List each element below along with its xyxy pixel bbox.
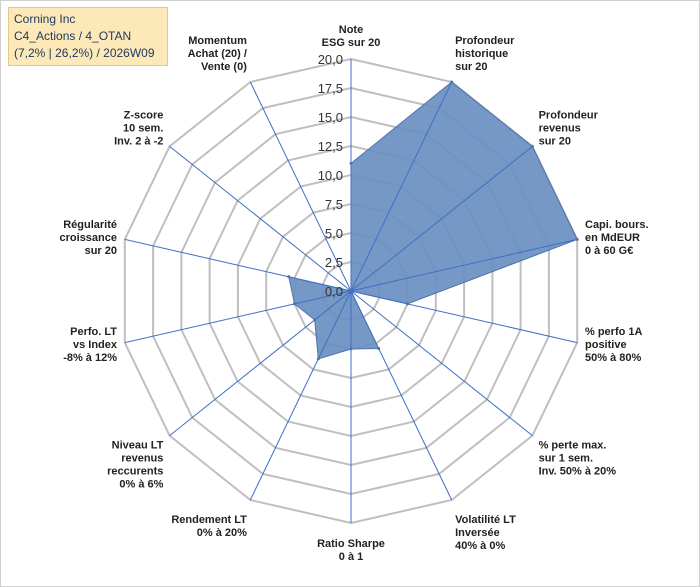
axis-label-14: Momentum Achat (20) / Vente (0) bbox=[188, 35, 248, 73]
axis-label-11: Perfo. LT vs Index -8% à 12% bbox=[63, 326, 118, 364]
axis-label-3: Profondeur revenus sur 20 bbox=[539, 109, 599, 147]
tick-label-4: 10,0 bbox=[318, 168, 343, 183]
data-point-5 bbox=[406, 302, 409, 306]
axis-label-9: Rendement LT 0% à 20% bbox=[171, 514, 247, 539]
tick-label-1: 2,5 bbox=[325, 255, 343, 270]
axis-spoke-6 bbox=[350, 290, 533, 436]
title-period: (7,2% | 26,2%) / 2026W09 bbox=[14, 46, 155, 60]
tick-label-3: 7,5 bbox=[325, 197, 343, 212]
axis-spoke-3 bbox=[350, 146, 533, 292]
series-area bbox=[288, 81, 578, 360]
axis-spoke-13 bbox=[169, 146, 352, 292]
tick-label-5: 12,5 bbox=[318, 139, 343, 154]
axis-label-2: Profondeur historique sur 20 bbox=[455, 35, 515, 73]
data-point-12 bbox=[287, 275, 291, 279]
tick-label-8: 20,0 bbox=[318, 52, 343, 67]
axis-spoke-11 bbox=[124, 290, 352, 344]
axis-label-12: Régularité croissance sur 20 bbox=[60, 219, 117, 257]
axis-label-1: Note ESG sur 20 bbox=[322, 24, 381, 49]
tick-label-7: 17,5 bbox=[318, 81, 343, 96]
axis-spoke-12 bbox=[124, 238, 352, 292]
data-point-11 bbox=[293, 302, 296, 306]
axis-spoke-5 bbox=[350, 290, 578, 344]
title-category: C4_Actions / 4_OTAN bbox=[14, 29, 132, 43]
data-point-8 bbox=[349, 347, 353, 351]
axis-spoke-4 bbox=[350, 238, 578, 292]
axis-label-6: % perte max. sur 1 sem. Inv. 50% à 20% bbox=[539, 440, 617, 478]
data-point-3 bbox=[530, 144, 534, 148]
chart-title-box: Corning Inc C4_Actions / 4_OTAN (7,2% | … bbox=[8, 7, 168, 66]
tick-label-0: 0,0 bbox=[325, 284, 343, 299]
tick-label-6: 15,0 bbox=[318, 110, 343, 125]
data-point-1 bbox=[349, 161, 353, 165]
data-point-7 bbox=[377, 347, 381, 350]
axis-label-4: Capi. bours. en MdEUR 0 à 60 G€ bbox=[585, 219, 649, 257]
data-point-2 bbox=[450, 80, 454, 84]
axis-label-10: Niveau LT revenus reccurents 0% à 6% bbox=[107, 440, 164, 491]
axis-spoke-9 bbox=[249, 290, 352, 501]
axis-spoke-7 bbox=[350, 290, 453, 501]
axis-label-8: Ratio Sharpe 0 à 1 bbox=[317, 538, 385, 563]
data-point-4 bbox=[575, 237, 579, 241]
axis-spoke-14 bbox=[249, 81, 352, 292]
data-point-9 bbox=[316, 357, 320, 361]
axis-spoke-2 bbox=[350, 81, 453, 292]
data-point-14 bbox=[349, 289, 353, 293]
tick-label-2: 5,0 bbox=[325, 226, 343, 241]
axis-label-5: % perfo 1A positive 50% à 80% bbox=[585, 326, 643, 364]
data-point-10 bbox=[313, 318, 317, 322]
axis-label-7: Volatilité LT Inversée 40% à 0% bbox=[455, 514, 516, 552]
title-company: Corning Inc bbox=[14, 12, 76, 26]
axis-spoke-10 bbox=[169, 290, 352, 436]
axis-label-13: Z-score 10 sem. Inv. 2 à -2 bbox=[114, 109, 163, 147]
